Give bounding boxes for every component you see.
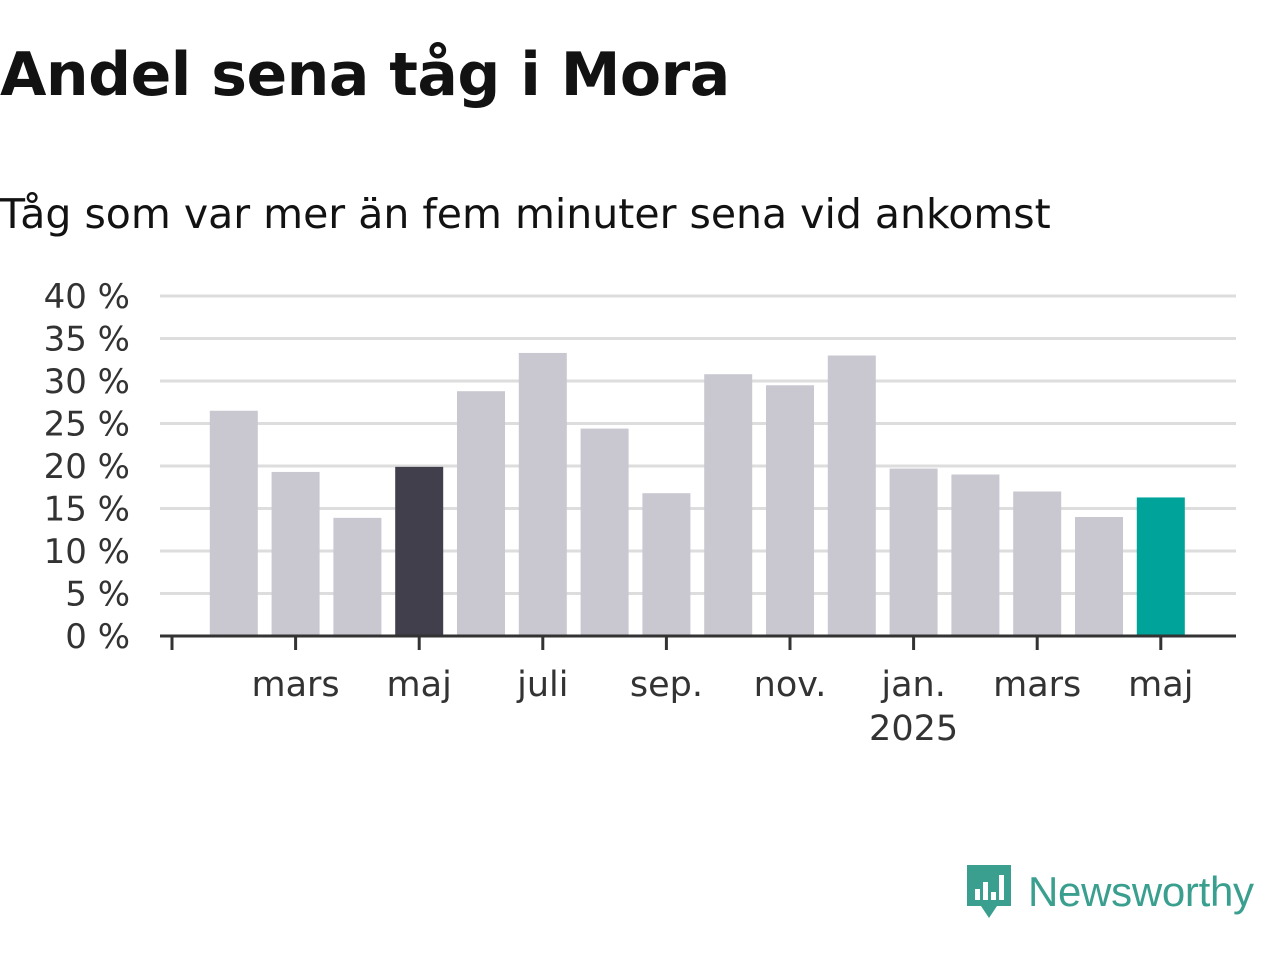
x-tick-label: mars xyxy=(993,665,1081,705)
gridlines xyxy=(160,294,1236,595)
bar xyxy=(704,374,753,636)
bar xyxy=(889,468,938,636)
bar xyxy=(395,466,444,636)
bar xyxy=(827,355,876,636)
bar xyxy=(1013,491,1062,636)
bar xyxy=(951,474,1000,636)
bar xyxy=(333,517,382,636)
y-axis-labels: 0 %5 %10 %15 %20 %25 %30 %35 %40 % xyxy=(44,277,130,657)
bar xyxy=(766,385,814,636)
bar xyxy=(1075,517,1123,636)
x-tick-label: juli xyxy=(516,665,568,705)
bar xyxy=(209,410,258,636)
x-tick-label: maj xyxy=(387,665,452,705)
x-tick-sublabel: 2025 xyxy=(869,709,958,749)
bar xyxy=(518,352,567,636)
bar xyxy=(580,428,629,636)
x-axis-labels: mars maj juli sep. nov. jan.2025 mars maj xyxy=(252,665,1194,749)
x-tick-label: nov. xyxy=(754,665,827,705)
chart-title: Andel sena tåg i Mora xyxy=(0,40,730,110)
y-tick-label: 20 % xyxy=(44,447,130,487)
x-axis xyxy=(160,634,1236,650)
y-tick-label: 40 % xyxy=(44,277,130,317)
bar xyxy=(457,391,505,636)
y-tick-label: 10 % xyxy=(44,532,130,572)
bar xyxy=(642,493,691,636)
y-tick-label: 0 % xyxy=(65,617,130,657)
y-tick-label: 30 % xyxy=(44,362,130,402)
y-tick-label: 35 % xyxy=(44,320,130,360)
brand-name: Newsworthy xyxy=(1028,868,1254,915)
bar-chart: 0 %5 %10 %15 %20 %25 %30 %35 %40 % mars m… xyxy=(44,277,1236,749)
bar xyxy=(271,471,320,636)
y-tick-label: 5 % xyxy=(65,575,130,615)
chart-subtitle: Tåg som var mer än fem minuter sena vid … xyxy=(0,190,1051,238)
x-tick-label: sep. xyxy=(630,665,703,705)
y-tick-label: 25 % xyxy=(44,405,130,445)
x-tick-label: mars xyxy=(252,665,340,705)
newsworthy-brand: Newsworthy xyxy=(964,862,1254,922)
x-tick-label: maj xyxy=(1128,665,1193,705)
y-tick-label: 15 % xyxy=(44,490,130,530)
x-tick-label: jan. xyxy=(880,665,945,705)
newsworthy-logo-icon xyxy=(967,865,1011,918)
bars xyxy=(209,352,1185,636)
bar xyxy=(1136,497,1185,636)
